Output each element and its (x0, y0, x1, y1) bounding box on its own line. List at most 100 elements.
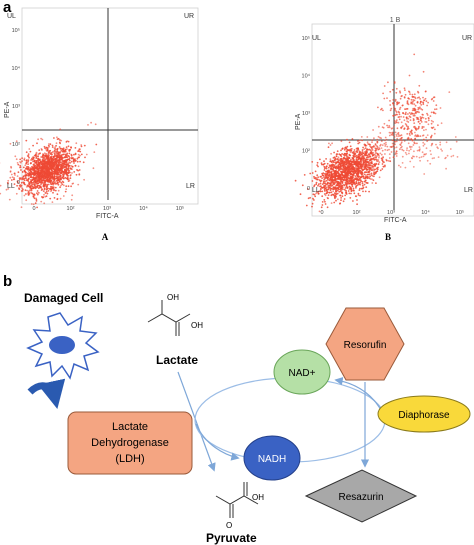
event-dot (20, 206, 23, 209)
event-dot (454, 136, 457, 138)
event-dot (30, 181, 33, 184)
event-dot (356, 151, 359, 154)
event-dot (337, 173, 340, 175)
event-dot (369, 159, 372, 162)
event-dot (352, 182, 355, 185)
event-dot (411, 133, 413, 135)
event-dot (55, 164, 58, 167)
event-dot (418, 84, 421, 87)
x-tick-label: 10⁴ (139, 205, 148, 212)
event-dot (340, 197, 342, 199)
event-dot (45, 160, 48, 163)
event-dot (356, 179, 359, 182)
event-dot (341, 187, 343, 189)
event-dot (329, 168, 332, 170)
event-dot (36, 185, 39, 187)
event-dot (323, 193, 326, 195)
event-dot (22, 166, 25, 169)
event-dot (431, 143, 433, 146)
y-tick-label: 10⁴ (302, 73, 311, 80)
event-dot (330, 183, 332, 185)
event-dot (328, 191, 331, 194)
event-dot (333, 174, 336, 177)
event-dot (359, 181, 361, 184)
event-dot (355, 180, 358, 183)
event-dot (349, 151, 352, 154)
event-dot (411, 93, 414, 96)
event-dot (55, 155, 58, 158)
event-dot (412, 99, 415, 101)
event-dot (27, 174, 29, 176)
event-dot (410, 146, 413, 148)
event-dot (329, 144, 332, 146)
event-dot (21, 160, 23, 163)
event-dot (21, 157, 23, 160)
event-dot (376, 145, 379, 148)
event-dot (379, 152, 382, 155)
event-dot (48, 183, 50, 186)
event-dot (362, 152, 365, 155)
event-dot (426, 134, 429, 137)
event-dot (10, 173, 13, 176)
event-dot (332, 160, 335, 163)
event-dot (321, 172, 323, 175)
event-dot (14, 174, 16, 176)
event-dot (350, 192, 352, 195)
event-dot (357, 161, 360, 164)
event-dot (33, 197, 36, 200)
event-dot (360, 153, 363, 156)
event-dot (421, 151, 424, 154)
event-dot (36, 160, 39, 162)
damaged-cell-label: Damaged Cell (24, 291, 103, 305)
event-dot (381, 159, 383, 161)
event-dot (337, 159, 340, 162)
event-dot (42, 167, 45, 170)
event-dot (366, 136, 369, 138)
event-dot (344, 181, 347, 184)
event-dot (355, 187, 357, 189)
event-dot (373, 163, 376, 165)
event-dot (426, 112, 428, 115)
event-dot (371, 178, 373, 181)
event-dot (404, 89, 406, 91)
event-dot (29, 181, 31, 184)
event-dot (7, 179, 10, 182)
event-dot (353, 149, 356, 151)
event-dot (351, 171, 354, 174)
event-dot (79, 160, 81, 163)
event-dot (399, 91, 402, 94)
event-dot (430, 111, 433, 114)
event-dot (390, 107, 393, 110)
event-dot (381, 149, 384, 152)
event-dot (37, 161, 40, 164)
event-dot (37, 153, 40, 156)
event-dot (343, 179, 346, 181)
event-dot (455, 140, 458, 143)
event-dot (435, 108, 438, 110)
event-dot (39, 186, 41, 189)
event-dot (409, 145, 411, 148)
event-dot (341, 184, 344, 187)
event-dot (412, 119, 415, 122)
event-dot (345, 173, 348, 176)
event-dot (417, 127, 420, 130)
event-dot (32, 187, 34, 190)
event-dot (346, 171, 348, 174)
event-dot (20, 169, 22, 171)
event-dot (343, 147, 346, 150)
event-dot (40, 174, 43, 176)
event-dot (421, 108, 424, 111)
event-dot (437, 147, 439, 150)
event-dot (430, 135, 432, 138)
event-dot (399, 166, 402, 168)
diaphorase-node (377, 395, 471, 433)
event-dot (25, 168, 28, 170)
event-dot (361, 182, 364, 185)
event-dot (333, 182, 336, 185)
event-dot (93, 151, 96, 154)
event-dot (422, 138, 425, 141)
resorufin-label: Resorufin (344, 340, 387, 351)
event-dot (66, 148, 68, 150)
event-dot (404, 108, 406, 110)
event-dot (359, 179, 361, 181)
